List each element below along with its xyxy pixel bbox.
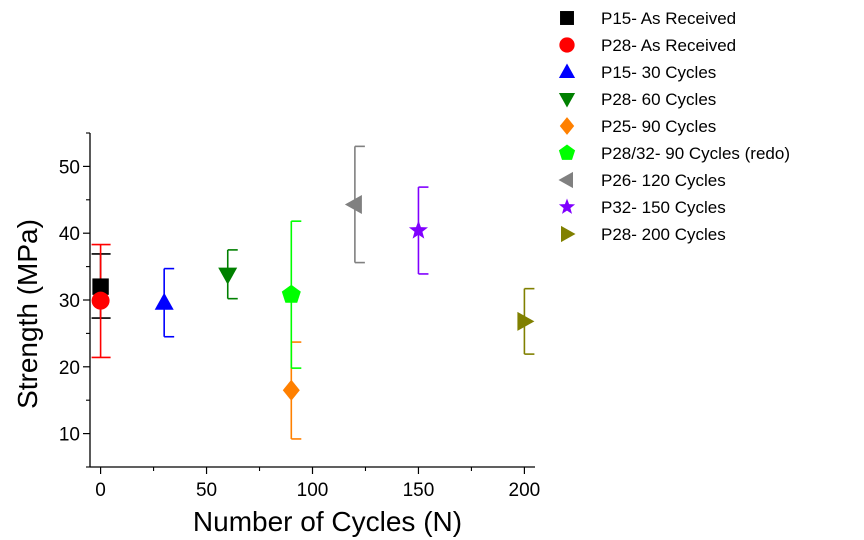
legend-marker bbox=[558, 63, 576, 78]
legend-label: P15- 30 Cycles bbox=[601, 63, 716, 82]
legend-label: P28/32- 90 Cycles (redo) bbox=[601, 144, 790, 163]
legend-label: P26- 120 Cycles bbox=[601, 171, 726, 190]
data-point bbox=[92, 278, 109, 295]
legend-marker bbox=[561, 225, 576, 243]
legend: P15- As Received P28- As Received P15- 30 … bbox=[558, 9, 790, 244]
data-point bbox=[281, 284, 301, 303]
legend-item: P26- 120 Cycles bbox=[558, 171, 726, 190]
data-point bbox=[154, 292, 174, 310]
error-bars bbox=[91, 145, 535, 440]
legend-item: P28- 60 Cycles bbox=[558, 90, 716, 109]
x-tick-label: 100 bbox=[297, 480, 329, 501]
legend-label: P32- 150 Cycles bbox=[601, 198, 726, 217]
y-tick-label: 30 bbox=[59, 291, 80, 312]
legend-item: P25- 90 Cycles bbox=[559, 117, 716, 136]
legend-label: P28- 200 Cycles bbox=[601, 225, 726, 244]
legend-item: P32- 150 Cycles bbox=[558, 198, 726, 217]
legend-marker bbox=[558, 144, 576, 160]
data-point bbox=[517, 311, 535, 331]
x-axis-title: Number of Cycles (N) bbox=[193, 506, 462, 537]
legend-marker bbox=[559, 37, 575, 53]
data-point bbox=[408, 220, 428, 239]
legend-item: P28/32- 90 Cycles (redo) bbox=[558, 144, 790, 163]
legend-marker bbox=[558, 198, 576, 214]
legend-marker bbox=[558, 171, 573, 189]
legend-marker bbox=[558, 93, 576, 108]
y-tick-label: 20 bbox=[59, 358, 80, 379]
y-tick-label: 40 bbox=[59, 224, 80, 245]
legend-label: P25- 90 Cycles bbox=[601, 117, 716, 136]
y-axis-title: Strength (MPa) bbox=[12, 219, 43, 409]
y-tick-label: 50 bbox=[59, 157, 80, 178]
x-tick-label: 50 bbox=[196, 480, 217, 501]
legend-item: P28- 200 Cycles bbox=[561, 225, 726, 244]
legend-label: P15- As Received bbox=[601, 9, 736, 28]
legend-label: P28- As Received bbox=[601, 36, 736, 55]
y-tick-label: 10 bbox=[59, 425, 80, 446]
x-tick-label: 150 bbox=[403, 480, 435, 501]
axes: 0 50 100 150 200 10 20 30 40 50 bbox=[59, 132, 541, 501]
data-point bbox=[282, 379, 300, 401]
legend-label: P28- 60 Cycles bbox=[601, 90, 716, 109]
legend-item: P28- As Received bbox=[559, 36, 736, 55]
x-tick-label: 0 bbox=[95, 480, 106, 501]
data-markers bbox=[91, 195, 535, 401]
legend-item: P15- 30 Cycles bbox=[558, 63, 716, 82]
data-point bbox=[91, 291, 110, 310]
legend-marker bbox=[559, 117, 575, 135]
legend-item: P15- As Received bbox=[560, 9, 736, 28]
x-tick-label: 200 bbox=[509, 480, 541, 501]
data-point bbox=[344, 195, 362, 214]
legend-marker bbox=[560, 11, 574, 25]
data-point bbox=[218, 267, 238, 285]
